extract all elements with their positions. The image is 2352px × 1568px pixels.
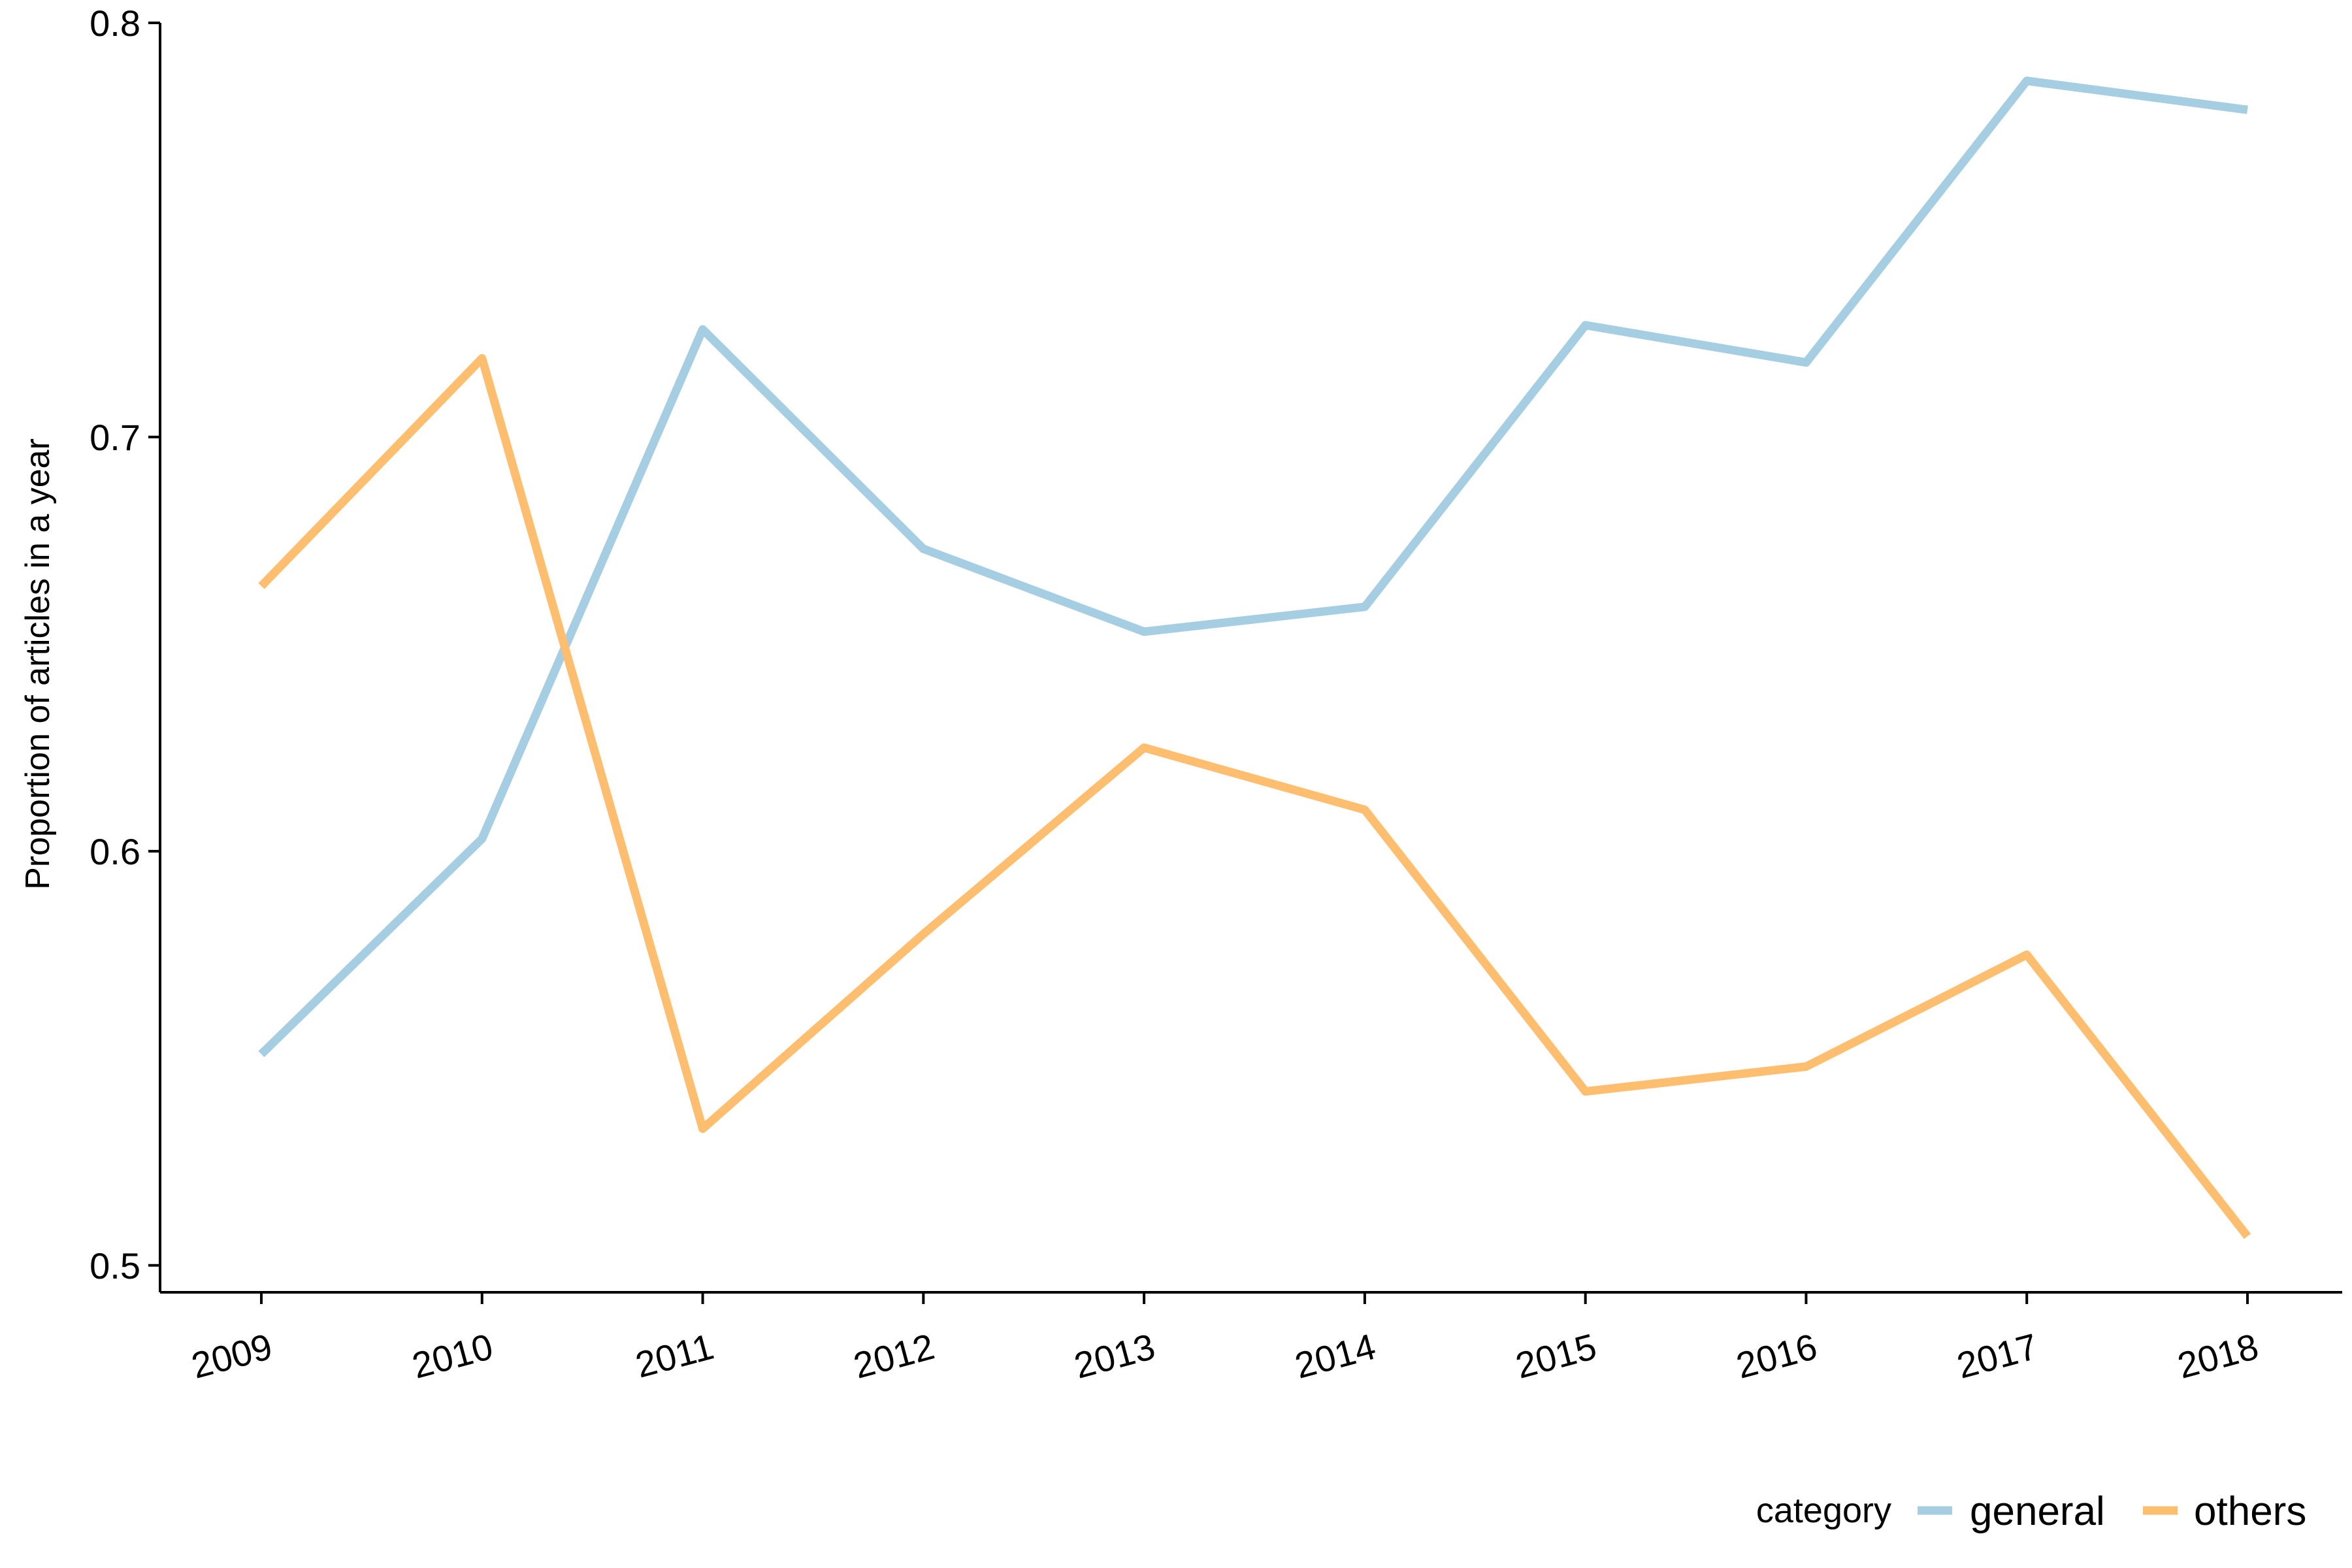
x-tick-label: 2012 xyxy=(849,1326,939,1386)
x-tick-label: 2015 xyxy=(1511,1326,1601,1386)
y-tick-label: 0.8 xyxy=(90,3,140,44)
y-axis: 0.5 0.6 0.7 0.8 xyxy=(90,3,161,1292)
x-tick-label: 2009 xyxy=(187,1326,276,1386)
x-tick-label: 2011 xyxy=(631,1326,718,1386)
x-tick-label: 2014 xyxy=(1290,1326,1380,1386)
series-line-others xyxy=(258,353,2251,1239)
series-line-general xyxy=(258,76,2248,1058)
x-tick-label: 2016 xyxy=(1732,1326,1821,1386)
legend-label-general: general xyxy=(1970,1489,2105,1534)
x-tick-label: 2010 xyxy=(408,1326,497,1386)
x-tick-label: 2017 xyxy=(1953,1326,2042,1386)
y-tick-label: 0.7 xyxy=(90,417,140,458)
legend: category general others xyxy=(1756,1489,2306,1534)
y-tick-label: 0.5 xyxy=(90,1245,140,1286)
y-axis-title: Proportion of articles in a year xyxy=(19,438,57,890)
x-tick-label: 2018 xyxy=(2173,1326,2262,1386)
legend-title: category xyxy=(1756,1491,1891,1530)
legend-label-others: others xyxy=(2194,1489,2306,1534)
x-tick-label: 2013 xyxy=(1070,1326,1160,1386)
y-tick-label: 0.6 xyxy=(90,831,140,872)
plot-area xyxy=(258,76,2251,1239)
x-axis: 2009 2010 2011 2012 2013 2014 2015 2016 2017 2018 xyxy=(160,1291,2342,1386)
